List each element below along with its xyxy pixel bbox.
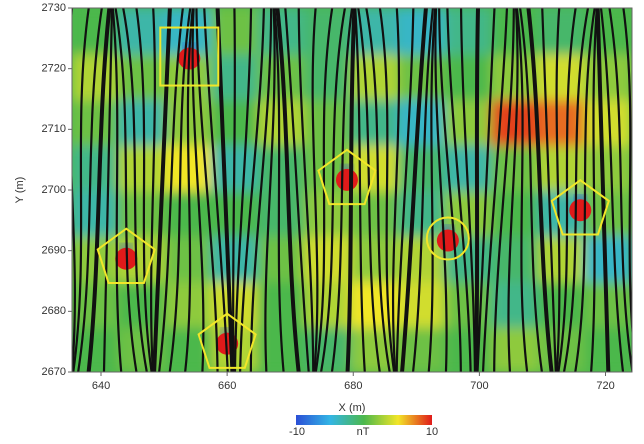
anomaly-high xyxy=(569,199,591,221)
heat-cell xyxy=(444,7,493,55)
chart: X (m) Y (m) nT 640 660 680 700 720 2670 2680 26… xyxy=(0,0,644,439)
colorbar xyxy=(296,415,432,425)
heat-cell xyxy=(304,189,353,237)
y-tick-label: 2700 xyxy=(42,184,66,196)
heat-cell xyxy=(71,98,120,146)
heat-cell xyxy=(351,144,400,192)
survey-line xyxy=(476,8,478,372)
heat-cell xyxy=(164,235,213,283)
heat-cell xyxy=(351,189,400,237)
x-tick-label: 680 xyxy=(344,380,362,392)
heat-cell xyxy=(538,144,587,192)
colorbar-label: nT xyxy=(357,426,370,438)
y-tick-label: 2720 xyxy=(42,63,66,75)
x-axis-label: X (m) xyxy=(339,402,366,414)
heat-cell xyxy=(211,235,260,283)
heat-cell xyxy=(584,144,633,192)
x-tick-label: 720 xyxy=(596,380,614,392)
y-axis-label: Y (m) xyxy=(14,177,26,204)
heat-cell xyxy=(304,235,353,283)
y-tick-label: 2730 xyxy=(42,2,66,14)
heat-cell xyxy=(584,235,633,283)
heat-cell xyxy=(491,280,540,328)
x-tick-label: 660 xyxy=(218,380,236,392)
heat-cell xyxy=(491,326,540,374)
colorbar-max: 10 xyxy=(426,426,438,438)
x-tick-label: 700 xyxy=(470,380,488,392)
survey-line xyxy=(635,8,642,372)
anomaly-high xyxy=(336,169,358,191)
x-tick-label: 640 xyxy=(92,380,110,392)
heat-cell xyxy=(71,189,120,237)
colorbar-min: -10 xyxy=(289,426,305,438)
heat-cell xyxy=(71,144,120,192)
heat-cell xyxy=(538,7,587,55)
y-tick-label: 2710 xyxy=(42,123,66,135)
y-tick-label: 2680 xyxy=(42,305,66,317)
y-tick-label: 2670 xyxy=(42,366,66,378)
heat-cell xyxy=(584,189,633,237)
y-tick-label: 2690 xyxy=(42,245,66,257)
